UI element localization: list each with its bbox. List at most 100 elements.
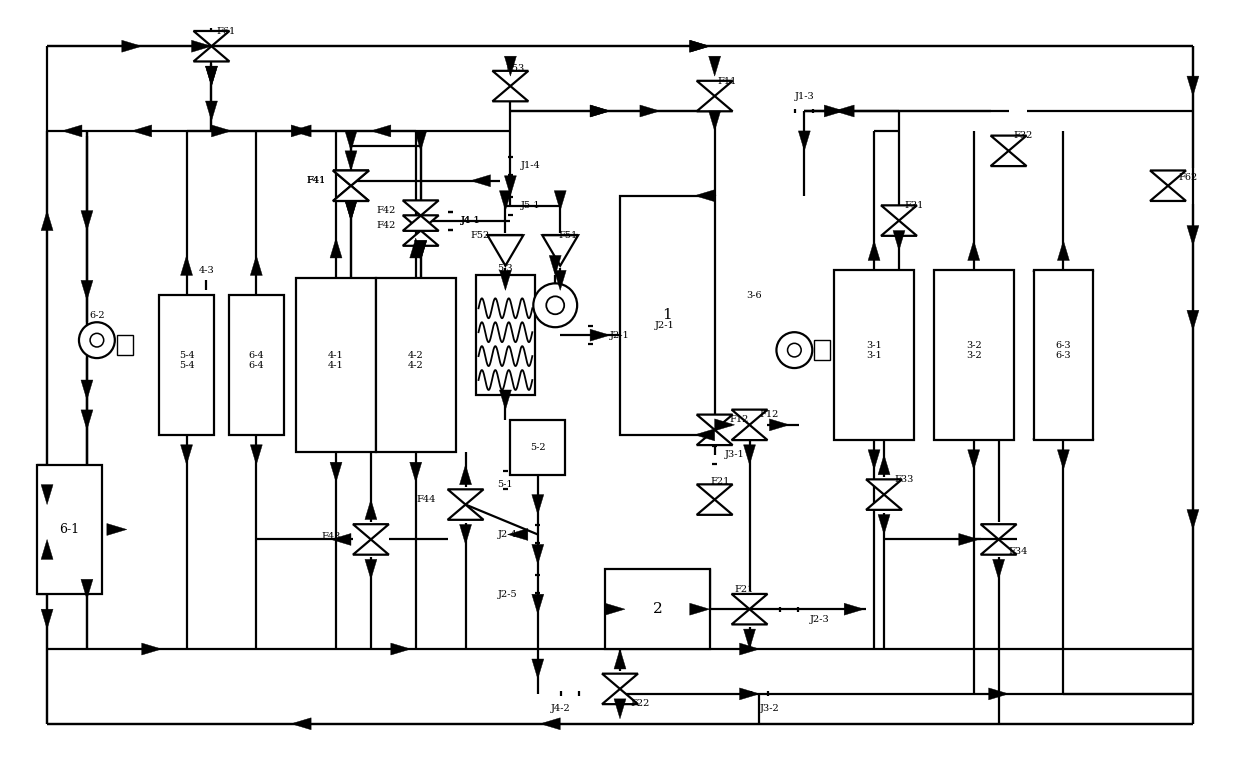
Polygon shape <box>206 101 217 121</box>
Polygon shape <box>460 465 471 484</box>
Polygon shape <box>403 216 439 230</box>
Polygon shape <box>981 524 1017 540</box>
Text: 3-6: 3-6 <box>746 291 763 300</box>
Polygon shape <box>122 40 141 52</box>
Polygon shape <box>981 540 1017 554</box>
Polygon shape <box>605 603 625 615</box>
Text: 3-1: 3-1 <box>867 350 882 360</box>
Bar <box>37 465 102 594</box>
Polygon shape <box>414 131 427 151</box>
Polygon shape <box>868 450 880 470</box>
Bar <box>117 335 133 355</box>
Text: 2: 2 <box>652 602 662 616</box>
Polygon shape <box>107 524 126 535</box>
Polygon shape <box>614 699 626 718</box>
Polygon shape <box>62 125 82 137</box>
Polygon shape <box>41 609 53 629</box>
Polygon shape <box>508 528 528 541</box>
Circle shape <box>79 322 115 358</box>
Polygon shape <box>532 659 544 679</box>
Polygon shape <box>697 414 733 430</box>
Polygon shape <box>590 105 610 117</box>
Text: 5-3: 5-3 <box>497 264 513 273</box>
Polygon shape <box>709 111 720 131</box>
Polygon shape <box>532 594 544 614</box>
Polygon shape <box>131 125 151 137</box>
Text: F11: F11 <box>717 76 737 85</box>
Polygon shape <box>193 31 229 46</box>
Polygon shape <box>532 544 544 564</box>
Polygon shape <box>603 674 637 689</box>
Polygon shape <box>991 136 1027 151</box>
Text: J2-4: J2-4 <box>498 530 518 539</box>
Polygon shape <box>141 643 161 655</box>
Polygon shape <box>193 46 229 62</box>
Polygon shape <box>81 280 93 300</box>
Polygon shape <box>448 504 484 520</box>
Text: 6-3: 6-3 <box>1055 350 1071 360</box>
Polygon shape <box>345 131 357 151</box>
Polygon shape <box>732 410 768 425</box>
Polygon shape <box>714 419 734 431</box>
Text: J1-4: J1-4 <box>521 161 541 170</box>
Bar <box>620 196 714 435</box>
Text: F31: F31 <box>904 201 924 210</box>
Text: 6-1: 6-1 <box>60 523 79 536</box>
Polygon shape <box>365 559 377 579</box>
Text: F33: F33 <box>894 475 914 484</box>
Polygon shape <box>697 81 733 96</box>
Polygon shape <box>334 170 370 186</box>
Polygon shape <box>739 643 759 655</box>
Text: F62: F62 <box>1178 173 1198 182</box>
Polygon shape <box>697 430 733 445</box>
Polygon shape <box>739 688 759 700</box>
Polygon shape <box>590 105 610 117</box>
Text: 6-3: 6-3 <box>1055 340 1071 350</box>
Polygon shape <box>694 429 714 440</box>
Text: J2-5: J2-5 <box>498 590 518 599</box>
Polygon shape <box>330 462 342 482</box>
Text: F21: F21 <box>711 477 729 486</box>
Polygon shape <box>1187 510 1199 530</box>
Polygon shape <box>893 230 905 250</box>
Polygon shape <box>799 131 810 151</box>
Polygon shape <box>41 211 53 230</box>
Polygon shape <box>1187 76 1199 96</box>
Text: 4-2: 4-2 <box>408 350 424 360</box>
Polygon shape <box>770 419 790 431</box>
Text: J2-1: J2-1 <box>610 330 630 340</box>
Polygon shape <box>554 270 567 290</box>
Bar <box>605 569 709 649</box>
Polygon shape <box>825 105 844 117</box>
Polygon shape <box>697 484 733 500</box>
Polygon shape <box>391 643 410 655</box>
Bar <box>376 278 455 452</box>
Polygon shape <box>334 186 370 201</box>
Text: F51: F51 <box>558 231 578 240</box>
Polygon shape <box>500 270 511 290</box>
Polygon shape <box>353 540 389 554</box>
Polygon shape <box>353 524 389 540</box>
Polygon shape <box>532 494 544 514</box>
Bar <box>934 270 1013 440</box>
Polygon shape <box>844 603 864 615</box>
Text: F42: F42 <box>376 206 396 215</box>
Text: J5-1: J5-1 <box>521 201 541 210</box>
Polygon shape <box>732 609 768 624</box>
Text: F21: F21 <box>735 584 754 594</box>
Text: F12: F12 <box>730 415 749 424</box>
Text: 6-4: 6-4 <box>248 360 264 370</box>
Polygon shape <box>365 500 377 520</box>
Polygon shape <box>835 105 854 117</box>
Text: F42: F42 <box>376 221 396 230</box>
Polygon shape <box>403 216 439 231</box>
Polygon shape <box>993 559 1004 579</box>
Polygon shape <box>697 500 733 515</box>
Polygon shape <box>1058 450 1069 470</box>
Bar <box>511 420 565 474</box>
Polygon shape <box>549 256 562 276</box>
Text: J2-3: J2-3 <box>810 614 830 624</box>
Bar <box>229 296 284 435</box>
Polygon shape <box>868 240 880 260</box>
Polygon shape <box>41 484 53 504</box>
